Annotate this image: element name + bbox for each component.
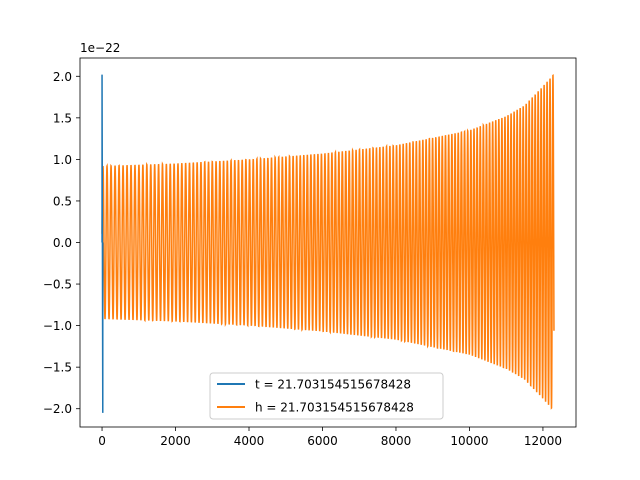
x-axis: 0 2000 4000 6000 8000 10000 12000 bbox=[98, 427, 562, 448]
legend-label-t: t = 21.703154515678428 bbox=[255, 378, 411, 392]
y-offset-label: 1e−22 bbox=[80, 41, 120, 55]
y-tick-label: −0.5 bbox=[43, 278, 72, 292]
series-h-line bbox=[101, 74, 555, 410]
x-tick-label: 6000 bbox=[307, 434, 338, 448]
y-tick-label: 1.5 bbox=[53, 111, 72, 125]
series-layer bbox=[101, 74, 555, 413]
x-tick-label: 4000 bbox=[234, 434, 265, 448]
legend-box bbox=[209, 372, 444, 420]
y-axis: −2.0 −1.5 −1.0 −0.5 0.0 0.5 1.0 1.5 2.0 bbox=[43, 70, 80, 416]
x-tick-label: 10000 bbox=[450, 434, 488, 448]
x-tick-label: 0 bbox=[98, 434, 106, 448]
y-tick-label: −1.5 bbox=[43, 361, 72, 375]
legend: t = 21.703154515678428 h = 21.7031545156… bbox=[209, 372, 444, 420]
y-tick-label: 0.5 bbox=[53, 194, 72, 208]
x-tick-label: 2000 bbox=[160, 434, 191, 448]
x-tick-label: 8000 bbox=[381, 434, 412, 448]
y-tick-label: −1.0 bbox=[43, 319, 72, 333]
x-tick-label: 12000 bbox=[524, 434, 562, 448]
series-t-line bbox=[101, 74, 104, 413]
y-tick-label: 2.0 bbox=[53, 70, 72, 84]
legend-label-h: h = 21.703154515678428 bbox=[255, 401, 414, 415]
y-tick-label: −2.0 bbox=[43, 402, 72, 416]
y-tick-label: 0.0 bbox=[53, 236, 72, 250]
y-tick-label: 1.0 bbox=[53, 153, 72, 167]
